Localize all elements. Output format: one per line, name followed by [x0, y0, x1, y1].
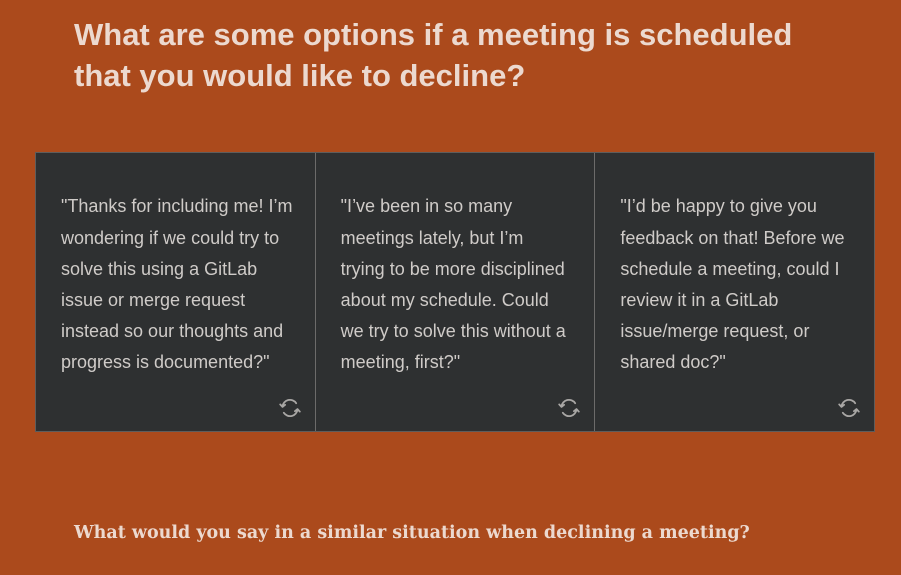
flip-card-group: "Thanks for including me! I’m wondering … [35, 152, 875, 432]
page-title: What are some options if a meeting is sc… [74, 17, 793, 93]
flip-icon[interactable] [838, 397, 860, 419]
flip-card[interactable]: "I’d be happy to give you feedback on th… [595, 153, 874, 431]
flip-card[interactable]: "I’ve been in so many meetings lately, b… [316, 153, 596, 431]
flip-icon[interactable] [278, 397, 301, 419]
card-text: "I’ve been in so many meetings lately, b… [340, 196, 566, 373]
reflection-prompt: What would you say in a similar situatio… [74, 523, 750, 543]
flip-icon[interactable] [558, 397, 581, 419]
flip-card[interactable]: "Thanks for including me! I’m wondering … [36, 153, 316, 431]
card-text: "Thanks for including me! I’m wondering … [61, 196, 293, 373]
card-text: "I’d be happy to give you feedback on th… [620, 196, 845, 373]
